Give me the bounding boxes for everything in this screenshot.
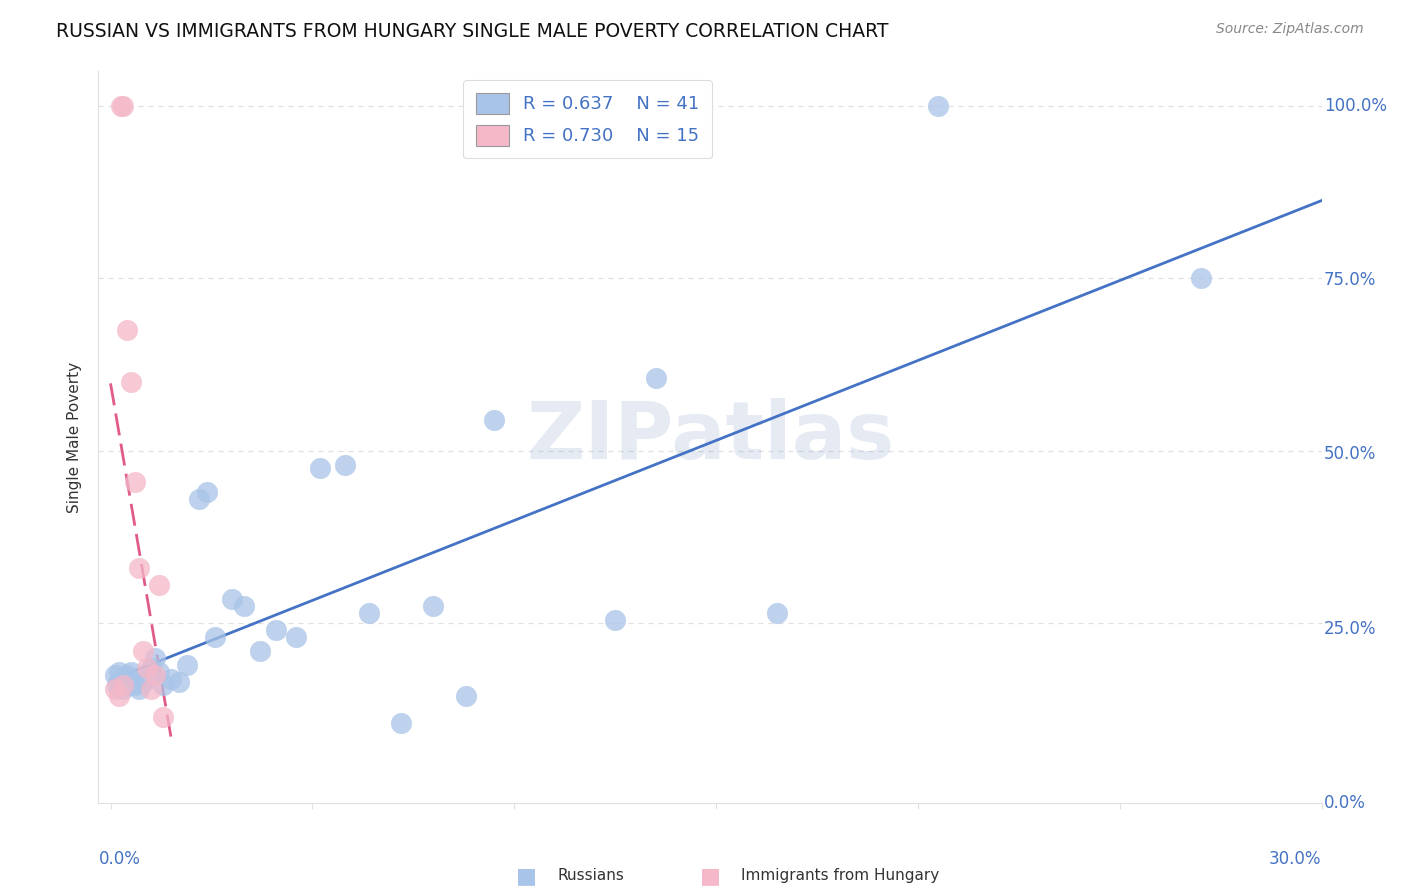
Point (139, 661, 162, 675)
Point (152, 709, 174, 723)
Point (249, 644, 271, 658)
Point (107, 689, 129, 703)
Text: Russians: Russians (557, 869, 624, 883)
Point (1189, 271, 1212, 285)
Point (309, 461, 332, 475)
Text: 50.0%: 50.0% (1324, 445, 1376, 464)
Point (139, 681, 162, 696)
Point (143, 651, 166, 665)
Point (264, 624, 287, 638)
Point (167, 675, 190, 690)
Point (120, 672, 142, 686)
Point (422, 599, 444, 614)
Text: 75.0%: 75.0% (1324, 271, 1376, 289)
Point (160, 672, 183, 686)
Point (107, 675, 129, 690)
Point (927, 99, 949, 113)
Text: ■: ■ (516, 866, 537, 886)
Text: 25.0%: 25.0% (1324, 620, 1376, 638)
Point (128, 681, 150, 696)
Point (605, 613, 627, 627)
Point (765, 606, 787, 620)
Text: 0.0%: 0.0% (1324, 794, 1367, 812)
Point (148, 578, 170, 592)
Point (454, 689, 477, 703)
Point (285, 630, 308, 644)
Point (148, 665, 170, 679)
Point (333, 458, 356, 472)
Point (188, 492, 211, 507)
Point (111, 672, 134, 686)
Legend: R = 0.637    N = 41, R = 0.730    N = 15: R = 0.637 N = 41, R = 0.730 N = 15 (464, 80, 711, 158)
Point (197, 485, 219, 500)
Point (124, 475, 146, 489)
Point (482, 413, 505, 427)
Point (103, 681, 125, 696)
Point (111, 99, 134, 113)
Text: Immigrants from Hungary: Immigrants from Hungary (741, 869, 939, 883)
Point (111, 681, 134, 696)
Point (644, 371, 666, 385)
Point (204, 630, 226, 644)
Point (124, 678, 146, 692)
Text: 100.0%: 100.0% (1324, 97, 1388, 115)
Point (120, 665, 142, 679)
Text: Source: ZipAtlas.com: Source: ZipAtlas.com (1216, 22, 1364, 37)
Point (132, 644, 155, 658)
Point (132, 675, 155, 690)
Point (143, 668, 166, 682)
Point (110, 99, 132, 113)
Point (152, 678, 174, 692)
Point (128, 561, 150, 575)
Point (115, 678, 138, 692)
Point (389, 716, 412, 731)
Text: RUSSIAN VS IMMIGRANTS FROM HUNGARY SINGLE MALE POVERTY CORRELATION CHART: RUSSIAN VS IMMIGRANTS FROM HUNGARY SINGL… (56, 22, 889, 41)
Point (176, 657, 198, 672)
Point (135, 672, 157, 686)
Point (111, 678, 134, 692)
Point (357, 606, 380, 620)
Point (115, 323, 138, 337)
Point (107, 665, 129, 679)
Text: 30.0%: 30.0% (1270, 850, 1322, 868)
Y-axis label: Single Male Poverty: Single Male Poverty (67, 361, 83, 513)
Point (103, 668, 125, 682)
Text: ZIPatlas: ZIPatlas (526, 398, 894, 476)
Point (120, 375, 142, 389)
Point (115, 668, 138, 682)
Point (221, 592, 243, 607)
Point (135, 661, 157, 675)
Text: 0.0%: 0.0% (98, 850, 141, 868)
Point (105, 678, 128, 692)
Point (232, 599, 254, 614)
Text: ■: ■ (700, 866, 720, 886)
